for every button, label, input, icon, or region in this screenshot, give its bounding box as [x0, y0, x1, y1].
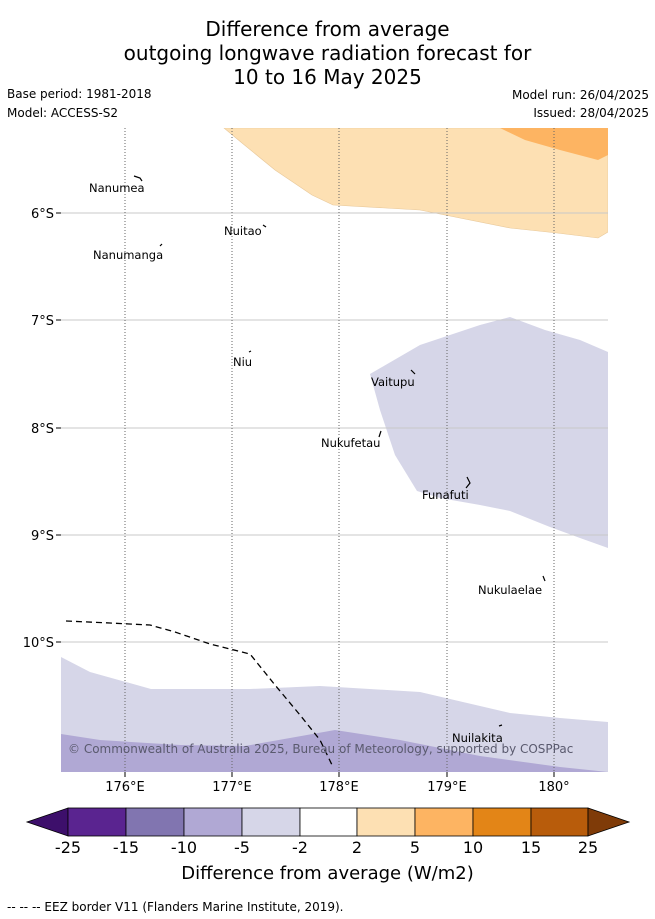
colorbar-title: Difference from average (W/m2)	[181, 863, 474, 884]
place-label-nanumea: Nanumea	[89, 181, 145, 195]
issued-date: Issued: 28/04/2025	[533, 106, 649, 120]
colorbar-label: -2	[292, 838, 308, 857]
colorbar-segment	[125, 807, 185, 837]
island-vaitupu	[410, 369, 416, 375]
place-label-nuitao: Nuitao	[224, 224, 262, 238]
island-nuitao	[262, 224, 267, 228]
lat-label-10s: 10°S	[23, 636, 54, 651]
island-nuilakita	[498, 724, 503, 727]
colorbar-segment	[183, 807, 243, 837]
base-period: Base period: 1981-2018	[7, 87, 152, 101]
colorbar-segment	[356, 807, 416, 837]
place-label-vaitupu: Vaitupu	[371, 375, 415, 389]
colorbar-label: -5	[234, 838, 250, 857]
island-nanumea	[133, 175, 143, 182]
colorbar-label: 10	[462, 838, 484, 857]
copyright-credit: © Commonwealth of Australia 2025, Bureau…	[68, 742, 574, 756]
colorbar-segment	[241, 807, 301, 837]
colorbar-label: 25	[577, 838, 599, 857]
anomaly-region-minus2-to-minus5-south	[61, 657, 608, 772]
island-nukufetau	[378, 430, 382, 438]
lon-label-180: 180°	[538, 780, 569, 795]
model-run: Model run: 26/04/2025	[511, 88, 649, 102]
colorbar-label: -10	[170, 838, 198, 857]
lon-label-176e: 176°E	[105, 780, 145, 795]
colorbar-arrow-right	[587, 807, 631, 837]
place-label-nuilakita: Nuilakita	[452, 731, 503, 745]
eez-border	[65, 620, 334, 768]
anomaly-region-2-to-5	[223, 128, 608, 239]
colorbar-segment	[299, 807, 358, 837]
colorbar-label: -25	[54, 838, 82, 857]
lat-label-6s: 6°S	[31, 207, 54, 222]
title-line-2: outgoing longwave radiation forecast for	[123, 41, 532, 65]
island-funafuti	[465, 476, 471, 489]
anomaly-region-minus2-to-minus5-central	[370, 317, 608, 548]
lon-label-177e: 177°E	[212, 780, 252, 795]
colorbar-segment	[530, 807, 589, 837]
lat-label-7s: 7°S	[31, 314, 54, 329]
model-name: Model: ACCESS-S2	[7, 106, 119, 120]
title-line-3: 10 to 16 May 2025	[233, 65, 422, 89]
eez-legend-note: -- -- -- EEZ border V11 (Flanders Marine…	[7, 900, 344, 914]
lat-label-9s: 9°S	[31, 529, 54, 544]
place-label-nukufetau: Nukufetau	[321, 436, 380, 450]
island-nanumanga	[159, 243, 163, 247]
colorbar-segment	[67, 807, 127, 837]
colorbar	[25, 807, 631, 837]
colorbar-arrow-left	[25, 807, 69, 837]
colorbar-label: -15	[112, 838, 140, 857]
colorbar-label: 2	[351, 838, 363, 857]
anomaly-region-minus5-to-minus10	[61, 730, 608, 772]
lat-label-8s: 8°S	[31, 422, 54, 437]
island-nukulaelae	[542, 575, 546, 582]
colorbar-segment	[414, 807, 474, 837]
colorbar-label: 5	[409, 838, 421, 857]
place-label-funafuti: Funafuti	[422, 488, 469, 502]
colorbar-label: 15	[520, 838, 542, 857]
colorbar-segment	[472, 807, 532, 837]
island-niu	[248, 350, 252, 353]
lon-label-179e: 179°E	[427, 780, 467, 795]
lon-label-178e: 178°E	[319, 780, 359, 795]
place-label-niu: Niu	[233, 355, 252, 369]
place-label-nukulaelae: Nukulaelae	[478, 583, 542, 597]
title-line-1: Difference from average	[205, 17, 450, 41]
place-label-nanumanga: Nanumanga	[93, 248, 163, 262]
